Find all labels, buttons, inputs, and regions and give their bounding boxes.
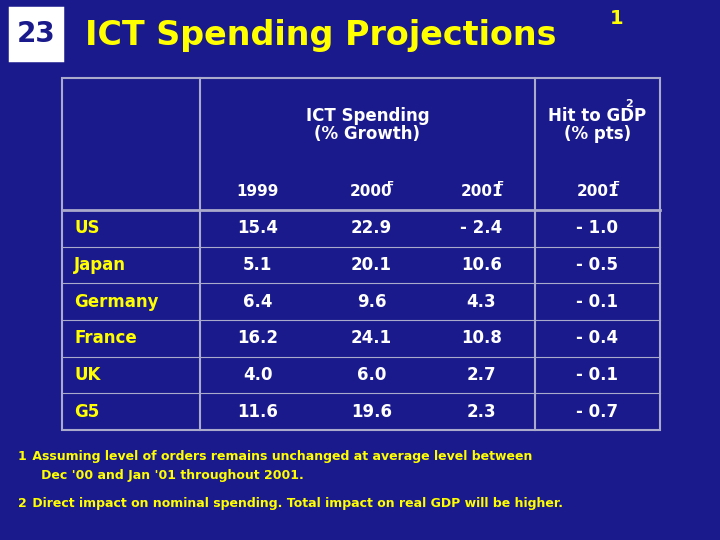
Text: 2001: 2001 (460, 185, 503, 199)
Text: Hit to GDP: Hit to GDP (549, 107, 647, 125)
Text: - 0.1: - 0.1 (577, 366, 618, 384)
Text: ICT Spending Projections: ICT Spending Projections (85, 18, 557, 51)
Text: (% Growth): (% Growth) (315, 125, 420, 143)
Text: 15.4: 15.4 (237, 219, 278, 238)
Text: 2001: 2001 (576, 185, 618, 199)
Text: - 0.1: - 0.1 (577, 293, 618, 310)
Text: Direct impact on nominal spending. Total impact on real GDP will be higher.: Direct impact on nominal spending. Total… (28, 497, 563, 510)
Text: 5.1: 5.1 (243, 256, 272, 274)
Text: 2.7: 2.7 (467, 366, 496, 384)
Text: - 0.5: - 0.5 (577, 256, 618, 274)
Text: 24.1: 24.1 (351, 329, 392, 347)
Text: 2000: 2000 (350, 185, 393, 199)
Text: 11.6: 11.6 (237, 403, 278, 421)
Text: (% pts): (% pts) (564, 125, 631, 143)
Text: G5: G5 (74, 403, 99, 421)
Text: F: F (613, 181, 621, 191)
FancyBboxPatch shape (10, 8, 62, 60)
Text: F: F (498, 181, 505, 191)
Text: 22.9: 22.9 (351, 219, 392, 238)
Text: - 2.4: - 2.4 (460, 219, 503, 238)
Text: 10.6: 10.6 (461, 256, 502, 274)
Text: 2: 2 (626, 99, 634, 109)
Text: 2.3: 2.3 (467, 403, 496, 421)
Text: - 0.7: - 0.7 (577, 403, 618, 421)
Text: 4.0: 4.0 (243, 366, 272, 384)
Text: 10.8: 10.8 (461, 329, 502, 347)
Text: 2: 2 (18, 497, 27, 510)
Text: 1999: 1999 (236, 185, 279, 199)
Text: 23: 23 (17, 20, 55, 48)
Text: 6.0: 6.0 (357, 366, 386, 384)
Text: 1: 1 (610, 9, 624, 28)
Text: ICT Spending: ICT Spending (306, 107, 429, 125)
Text: - 0.4: - 0.4 (577, 329, 618, 347)
Text: France: France (74, 329, 137, 347)
Text: UK: UK (74, 366, 100, 384)
Text: 4.3: 4.3 (467, 293, 496, 310)
Text: Assuming level of orders remains unchanged at average level between
   Dec '00 a: Assuming level of orders remains unchang… (28, 450, 532, 482)
Text: Japan: Japan (74, 256, 126, 274)
Text: 9.6: 9.6 (356, 293, 386, 310)
Bar (62, 78, 660, 430)
Text: 1: 1 (18, 450, 27, 463)
Text: 6.4: 6.4 (243, 293, 272, 310)
Text: - 1.0: - 1.0 (577, 219, 618, 238)
Text: 20.1: 20.1 (351, 256, 392, 274)
Text: Germany: Germany (74, 293, 158, 310)
Text: 16.2: 16.2 (237, 329, 278, 347)
Text: US: US (74, 219, 99, 238)
Text: 19.6: 19.6 (351, 403, 392, 421)
Text: F: F (387, 181, 395, 191)
